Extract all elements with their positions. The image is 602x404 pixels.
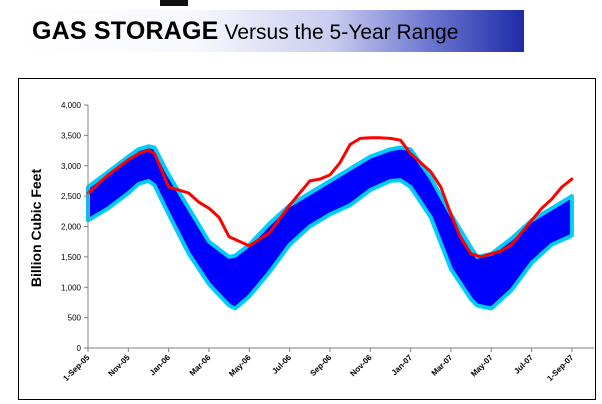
title-main: GAS STORAGE <box>32 17 219 45</box>
x-tick-label: May-06 <box>227 353 253 379</box>
x-tick-label: Mar-06 <box>188 353 213 378</box>
x-tick-label: Jan-06 <box>148 353 173 378</box>
chart-frame <box>18 78 596 400</box>
y-tick-label: 0 <box>77 344 82 353</box>
x-tick-label: Sep-06 <box>308 353 333 378</box>
x-tick-label: Jan-07 <box>390 353 415 378</box>
x-tick-label: 1-Sep-07 <box>545 353 575 383</box>
y-tick-label: 4,000 <box>61 101 82 110</box>
y-tick-label: 3,000 <box>61 162 82 171</box>
y-tick-label: 1,500 <box>61 253 82 262</box>
x-tick-label: Jul-07 <box>512 353 535 376</box>
header-fragment <box>160 0 188 6</box>
title-banner <box>18 10 524 52</box>
x-tick-label: Mar-07 <box>430 353 455 378</box>
x-tick-label: 1-Sep-05 <box>61 353 91 383</box>
y-tick-label: 2,500 <box>61 192 82 201</box>
y-tick-label: 500 <box>68 314 82 323</box>
y-tick-label: 3,500 <box>61 131 82 140</box>
five-year-range-band <box>86 144 574 311</box>
y-tick-label: 1,000 <box>61 283 82 292</box>
x-tick-label: Jul-06 <box>270 353 293 376</box>
title-subtitle: Versus the 5-Year Range <box>224 21 459 44</box>
x-tick-label: May-07 <box>469 353 495 379</box>
x-tick-label: Nov-06 <box>348 353 374 379</box>
current-storage-line <box>86 136 574 259</box>
chart-title: GAS STORAGE Versus the 5-Year Range <box>32 17 458 46</box>
y-tick-label: 2,000 <box>61 223 82 232</box>
x-tick-label: Nov-05 <box>107 353 133 379</box>
